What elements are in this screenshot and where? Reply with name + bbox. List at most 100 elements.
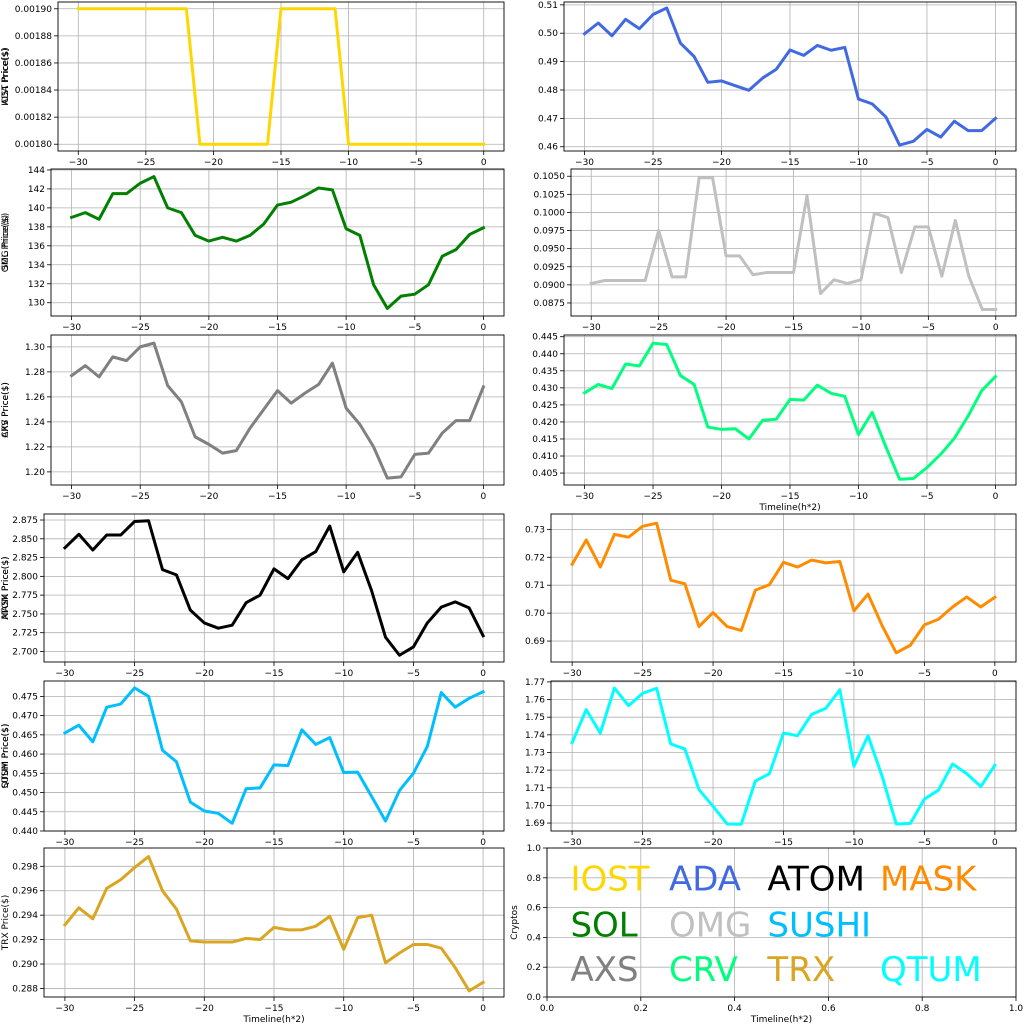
iost-xtick-label: −20 — [204, 158, 223, 168]
omg-xtick-label: −5 — [922, 323, 935, 333]
iost-ytick-label: 0.00186 — [15, 59, 52, 69]
sushi-ylabel: SUSHI Price($) — [1, 724, 11, 789]
axs-ytick-label: 1.28 — [25, 368, 45, 378]
iost-ytick-label: 0.00184 — [15, 86, 52, 96]
atom-ytick-label: 2.775 — [12, 591, 38, 601]
sol-ylabel: SOL Price($) — [1, 215, 11, 270]
mask-xtick-label: −20 — [704, 669, 723, 679]
sushi-ytick-label: 0.455 — [12, 769, 38, 779]
crv-ytick-label: 0.425 — [532, 401, 558, 411]
legend-xlabel: Timeline(h*2) — [750, 1015, 812, 1024]
omg-xtick-label: −30 — [582, 323, 601, 333]
legend-xtick-label: 0.8 — [915, 1004, 930, 1014]
iost-ytick-label: 0.00188 — [15, 32, 52, 42]
sol-ytick-label: 134 — [28, 261, 45, 271]
iost-panel: −30 −25 −20 −15 −10 −5 0 0.00180 0.00182 0.00184 0… — [1, 1, 505, 168]
atom-ytick-label: 2.850 — [12, 535, 38, 545]
atom-ytick-label: 2.825 — [12, 554, 38, 564]
axs-ytick-label: 1.24 — [25, 418, 45, 428]
axs-xtick-label: −20 — [199, 492, 218, 502]
crv-ytick-label: 0.415 — [532, 435, 558, 445]
iost-xtick-label: −10 — [339, 158, 358, 168]
atom-ytick-label: 2.725 — [12, 629, 38, 639]
omg-xtick-label: −10 — [851, 323, 870, 333]
legend-panel: 0.0 0.2 0.4 0.6 0.8 1.0 0.0 0.2 0.4 0.6 0.8 1.0 IOST… — [510, 844, 1023, 1024]
axs-xtick-label: −25 — [131, 492, 150, 502]
legend-label-crv: CRV — [669, 950, 738, 990]
sushi-xtick-label: −30 — [55, 838, 74, 848]
trx-axes-frame — [43, 847, 505, 998]
axs-ytick-label: 1.22 — [25, 443, 45, 453]
qtum-axes-frame — [550, 680, 1017, 832]
legend-label-atom: ATOM — [767, 859, 864, 899]
sushi-xtick-label: −15 — [265, 838, 284, 848]
omg-ytick-label: 0.0975 — [534, 227, 566, 237]
sol-xtick-label: −5 — [408, 323, 421, 333]
qtum-xtick-label: −5 — [918, 838, 931, 848]
atom-xtick-label: −20 — [195, 669, 214, 679]
omg-xtick-label: −20 — [717, 323, 736, 333]
legend-label-trx: TRX — [766, 950, 835, 990]
legend-ytick-label: 0.8 — [527, 874, 542, 884]
legend-label-axs: AXS — [570, 950, 638, 990]
legend-ytick-label: 0.4 — [527, 933, 542, 943]
sushi-xtick-label: −10 — [334, 838, 353, 848]
legend-label-ada: ADA — [669, 859, 741, 899]
ada-xtick-label: 0 — [993, 158, 999, 168]
sushi-series-line — [62, 686, 486, 825]
omg-xtick-label: 0 — [993, 323, 999, 333]
omg-ylabel: OMG Price($) — [1, 213, 11, 272]
atom-xtick-label: 0 — [480, 669, 486, 679]
crv-ytick-label: 0.405 — [532, 469, 558, 479]
trx-ytick-label: 0.288 — [12, 984, 38, 994]
omg-ytick-label: 0.1025 — [534, 190, 566, 200]
sushi-ytick-label: 0.440 — [12, 827, 38, 837]
mask-xtick-label: −10 — [844, 669, 863, 679]
axs-xtick-label: −10 — [337, 492, 356, 502]
ada-xtick-label: −15 — [781, 158, 800, 168]
trx-ytick-label: 0.294 — [12, 911, 38, 921]
iost-ytick-label: 0.00190 — [15, 5, 52, 15]
mask-ytick-label: 0.70 — [525, 609, 545, 619]
sushi-ytick-label: 0.460 — [12, 750, 38, 760]
sushi-ytick-label: 0.465 — [12, 731, 38, 741]
trx-xtick-label: −30 — [55, 1004, 74, 1014]
crv-xtick-label: −10 — [849, 492, 868, 502]
qtum-series-line — [570, 686, 997, 826]
sol-ytick-label: 130 — [28, 299, 45, 309]
crv-ylabel: CRV Price($) — [1, 382, 11, 438]
qtum-ylabel: QTUM Price($) — [1, 724, 11, 789]
axs-xtick-label: −15 — [268, 492, 287, 502]
sol-axes-frame — [50, 168, 505, 317]
sushi-xtick-label: −25 — [125, 838, 144, 848]
legend-xtick-label: 1.0 — [1009, 1004, 1024, 1014]
trx-series-line — [62, 855, 486, 993]
atom-axes-frame — [43, 513, 505, 663]
qtum-ytick-label: 1.70 — [525, 801, 545, 811]
axs-axes-frame — [50, 334, 505, 486]
sushi-ytick-label: 0.475 — [12, 692, 38, 702]
sushi-panel: −30 −25 −20 −15 −10 −5 0 0.440 0.445 0.450 0.455 0.… — [1, 680, 505, 848]
iost-series-line — [76, 7, 486, 146]
ada-ytick-label: 0.50 — [538, 29, 558, 39]
axs-ytick-label: 1.30 — [25, 343, 45, 353]
trx-xtick-label: −5 — [407, 1004, 420, 1014]
trx-xlabel: Timeline(h*2) — [242, 1015, 304, 1024]
trx-panel: −30 −25 −20 −15 −10 −5 0 0.288 0.290 0.292 0.294 0.… — [1, 847, 505, 1024]
atom-xtick-label: −30 — [55, 669, 74, 679]
atom-xtick-label: −25 — [125, 669, 144, 679]
ada-axes-frame — [563, 1, 1017, 152]
mask-ytick-label: 0.69 — [525, 637, 545, 647]
atom-panel: −30 −25 −20 −15 −10 −5 0 2.700 2.725 2.750 2.775 2.… — [1, 513, 505, 679]
mask-xtick-label: 0 — [992, 669, 998, 679]
sushi-xtick-label: −20 — [195, 838, 214, 848]
mask-xtick-label: −25 — [633, 669, 652, 679]
crv-xtick-label: −15 — [781, 492, 800, 502]
crv-xlabel: Timeline(h*2) — [758, 503, 820, 513]
omg-ytick-label: 0.0950 — [534, 245, 566, 255]
omg-xtick-label: −25 — [649, 323, 668, 333]
axs-panel: −30 −25 −20 −15 −10 −5 0 1.20 1.22 1.24 1.26 1.28 1.… — [1, 334, 505, 502]
axs-ytick-label: 1.26 — [25, 393, 45, 403]
sol-ytick-label: 142 — [28, 185, 45, 195]
